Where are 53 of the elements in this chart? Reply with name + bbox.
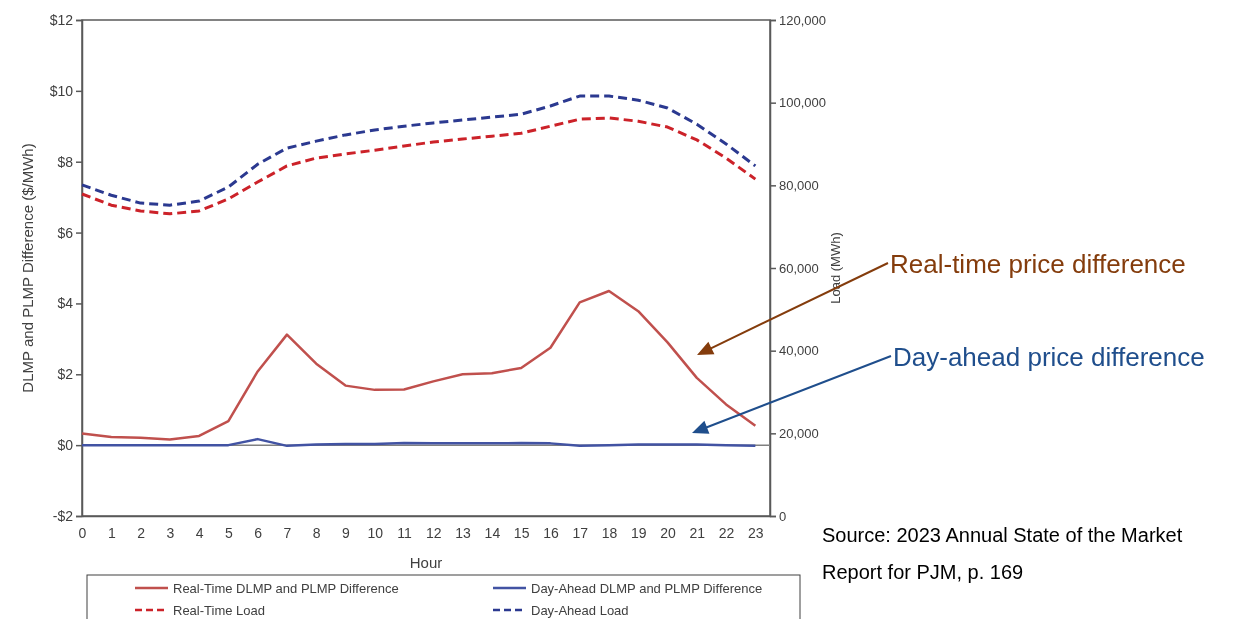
y2-tick-label: 120,000: [779, 12, 826, 28]
y-tick-label: $6: [57, 224, 74, 241]
y-tick-label: -$2: [52, 507, 74, 524]
y-tick-label: $2: [57, 366, 74, 383]
y2-tick-label: 40,000: [779, 343, 819, 359]
y2-tick-label: 80,000: [779, 177, 819, 193]
legend-label: Real-Time Load: [173, 603, 266, 618]
y-tick-label: $0: [57, 437, 74, 454]
y-tick-label: $8: [57, 153, 74, 170]
x-tick-label: 20: [660, 524, 677, 541]
line-series: [80, 116, 757, 216]
text: Real-time price difference: [890, 249, 1186, 279]
y-tick-label: $12: [49, 11, 74, 28]
x-tick-label: 12: [426, 524, 442, 541]
x-tick-label: 16: [543, 524, 559, 541]
line-series: [80, 289, 757, 441]
x-tick-label: 22: [718, 524, 735, 541]
x-tick-label: 15: [513, 524, 530, 541]
x-tick-label: 13: [455, 524, 472, 541]
x-axis-title: Hour: [409, 554, 443, 571]
x-tick-label: 18: [601, 524, 618, 541]
x-tick-label: 1: [107, 524, 116, 541]
x-tick-label: 9: [342, 524, 351, 541]
x-tick-label: 6: [254, 524, 263, 541]
source-note: Source: 2023 Annual State of the Market Report for PJM, p. 169: [822, 523, 1184, 585]
y2-tick-label: 20,000: [779, 425, 819, 441]
text: Day-ahead price difference: [893, 342, 1205, 372]
legend-label: Day-Ahead Load: [531, 603, 629, 618]
y-tick-label: $10: [49, 82, 74, 99]
legend-label: Real-Time DLMP and PLMP Difference: [173, 581, 399, 596]
x-tick-label: 3: [166, 524, 175, 541]
line-series: [80, 94, 757, 207]
x-tick-label: 21: [689, 524, 706, 541]
x-tick-label: 19: [630, 524, 647, 541]
x-tick-label: 5: [224, 524, 233, 541]
legend-label: Day-Ahead DLMP and PLMP Difference: [531, 581, 763, 596]
y2-tick-label: 60,000: [779, 260, 819, 276]
x-tick-label: 11: [397, 524, 413, 541]
y-axis-title: DLMP and PLMP Difference ($/MWh): [19, 143, 36, 393]
line-series: [80, 437, 757, 448]
x-tick-label: 10: [367, 524, 384, 541]
x-tick-label: 2: [137, 524, 146, 541]
y-tick-label: $4: [57, 295, 74, 312]
x-tick-label: 17: [572, 524, 589, 541]
x-tick-label: 0: [78, 524, 87, 541]
y2-axis-title: Load (MWh): [828, 232, 843, 304]
y2-tick-label: 100,000: [779, 95, 826, 111]
x-tick-label: 7: [283, 524, 292, 541]
x-tick-label: 14: [484, 524, 501, 541]
x-tick-label: 8: [312, 524, 321, 541]
x-tick-label: 23: [748, 524, 764, 541]
x-tick-label: 4: [195, 524, 204, 541]
y2-tick-label: 0: [779, 508, 787, 524]
